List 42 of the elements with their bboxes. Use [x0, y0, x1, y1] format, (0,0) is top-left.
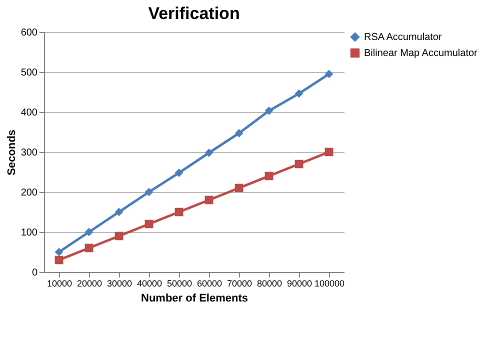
point [234, 184, 244, 192]
x-tick-label: 90000 [286, 278, 312, 288]
point [294, 160, 304, 168]
x-axis-title: Number of Elements [141, 292, 248, 304]
y-tick-label: 200 [20, 188, 38, 198]
chart-title: Verification [148, 4, 240, 23]
y-tick-label: 300 [20, 148, 38, 158]
point [144, 188, 154, 196]
point [204, 148, 214, 157]
x-tick-label: 100000 [314, 278, 345, 288]
point [174, 168, 184, 177]
x-tick-label: 70000 [226, 278, 252, 288]
x-tick-label: 80000 [256, 278, 282, 288]
point [324, 148, 334, 156]
point [204, 196, 214, 204]
x-tick-label: 40000 [136, 278, 162, 288]
point [144, 220, 154, 228]
x-tick-label: 50000 [166, 278, 192, 288]
y-tick-label: 0 [32, 268, 38, 278]
y-tick-label: 100 [20, 228, 38, 238]
y-tick-label: 600 [20, 28, 38, 38]
point [84, 244, 94, 252]
y-tick-label: 400 [20, 108, 38, 118]
point [114, 208, 124, 216]
point [264, 172, 274, 180]
point [294, 89, 304, 98]
point [54, 256, 64, 264]
point [84, 228, 94, 236]
point [234, 129, 244, 138]
x-tick-label: 30000 [106, 278, 132, 288]
x-tick-label: 10000 [46, 278, 72, 288]
legend-label: RSA Accumulator [364, 32, 442, 43]
point [174, 208, 184, 216]
point [54, 248, 64, 256]
y-tick-label: 500 [20, 68, 38, 78]
y-axis-title: Seconds [6, 130, 18, 176]
x-tick-label: 60000 [196, 278, 222, 288]
legend-label: Bilinear Map Accumulator [364, 48, 478, 59]
point [114, 232, 124, 240]
x-tick-label: 20000 [76, 278, 102, 288]
point [324, 70, 334, 78]
point [264, 106, 274, 115]
